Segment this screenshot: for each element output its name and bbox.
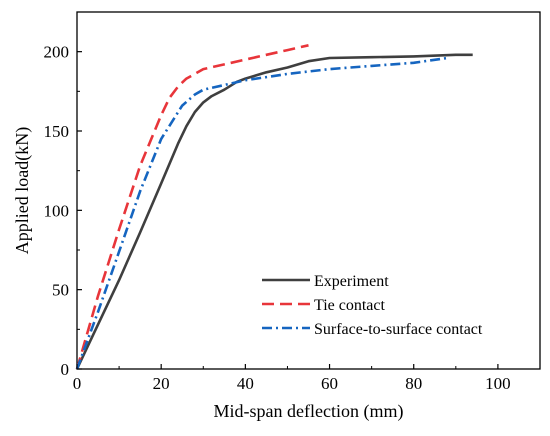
y-tick-label-50: 50 <box>52 281 69 300</box>
y-tick-label-100: 100 <box>44 201 70 220</box>
ticks-layer: 0 20 40 60 80 100 0 50 100 150 200 <box>44 43 511 393</box>
x-tick-label-100: 100 <box>485 374 511 393</box>
legend-label-surface-to-surface-contact: Surface-to-surface contact <box>314 321 483 338</box>
y-tick-label-0: 0 <box>61 360 70 379</box>
legend: Experiment Tie contact Surface-to-surface … <box>262 273 483 338</box>
x-tick-label-0: 0 <box>73 374 82 393</box>
series-line-experiment <box>75 53 473 370</box>
legend-label-tie-contact: Tie contact <box>314 297 386 314</box>
x-axis-title: Mid-span deflection (mm) <box>214 401 404 422</box>
series-layer <box>75 44 473 370</box>
y-tick-label-150: 150 <box>44 122 70 141</box>
x-tick-label-80: 80 <box>405 374 422 393</box>
y-tick-label-200: 200 <box>44 43 70 62</box>
series-line-surface-to-surface-contact <box>75 56 448 370</box>
x-tick-label-60: 60 <box>321 374 338 393</box>
x-tick-label-20: 20 <box>153 374 170 393</box>
series-line-tie-contact <box>75 44 309 370</box>
plot-border <box>76 11 541 370</box>
plot-frame <box>76 11 541 370</box>
x-tick-label-40: 40 <box>237 374 254 393</box>
y-axis-title: Applied load(kN) <box>12 127 33 254</box>
legend-label-experiment: Experiment <box>314 273 389 290</box>
